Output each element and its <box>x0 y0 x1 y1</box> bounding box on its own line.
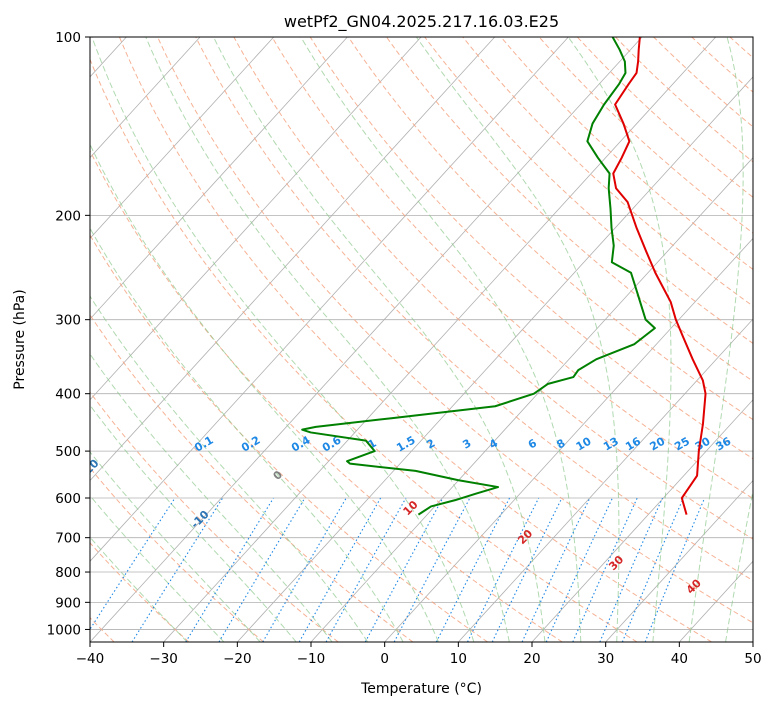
isotherm-line <box>605 479 753 642</box>
x-tick-label: −20 <box>223 651 252 667</box>
moist-adiabat <box>90 404 297 642</box>
dry-adiabat <box>576 37 753 198</box>
x-tick-label: −30 <box>149 651 178 667</box>
dry-adiabat <box>157 37 753 624</box>
dry-adiabat <box>233 37 753 540</box>
moist-adiabat <box>567 37 672 642</box>
isotherm-line <box>384 237 753 642</box>
x-tick-label: 40 <box>671 651 688 667</box>
isotherm-line <box>90 37 643 642</box>
y-tick-label: 100 <box>55 30 81 46</box>
dry-adiabat <box>90 314 414 642</box>
y-tick-label: 900 <box>55 595 81 611</box>
moist-adiabat <box>300 37 582 642</box>
y-tick-label: 200 <box>55 208 81 224</box>
profiles <box>301 37 707 516</box>
x-tick-label: 10 <box>450 651 467 667</box>
isotherm-line <box>237 76 753 642</box>
isotherm-line <box>90 37 569 562</box>
mixing-ratio-line <box>90 497 176 631</box>
x-axis-label: Temperature (°C) <box>360 681 482 697</box>
x-tick-label: 0 <box>380 651 389 667</box>
y-tick-label: 800 <box>55 565 81 581</box>
y-axis-label: Pressure (hPa) <box>12 289 28 389</box>
moist-adiabat <box>213 37 546 642</box>
y-tick-label: 500 <box>55 444 81 460</box>
dry-adiabat <box>462 37 753 307</box>
dry-adiabat <box>90 391 339 642</box>
moist-adiabat <box>91 37 475 642</box>
chart-title: wetPf2_GN04.2025.217.16.03.E25 <box>284 12 559 32</box>
isotherm-line <box>458 318 753 642</box>
x-tick-label: 20 <box>523 651 540 667</box>
moist-adiabat <box>90 143 439 642</box>
axis-ticks: −40 −30 −20 −10 0 10 20 30 40 50 100 200 300 400 500 60… <box>47 30 762 667</box>
moist-adiabat <box>90 295 369 642</box>
moist-adiabat <box>415 37 620 642</box>
moist-adiabat <box>90 494 225 642</box>
dry-adiabat <box>195 37 753 582</box>
dry-adiabat-label: -20 <box>78 456 101 479</box>
y-tick-label: 600 <box>55 491 81 507</box>
moist-adiabat <box>90 227 404 642</box>
mixing-ratio-line <box>325 497 407 642</box>
isotherm-line <box>90 37 422 401</box>
isotherm-line <box>90 37 348 320</box>
x-tick-label: 30 <box>597 651 614 667</box>
dry-adiabat <box>90 58 638 642</box>
isotherm-line <box>163 37 717 642</box>
isotherm-line <box>90 37 201 159</box>
moist-adiabat <box>145 37 510 642</box>
mixing-ratio-line <box>185 497 274 642</box>
dewpoint-profile <box>301 37 656 516</box>
moist-adiabat <box>90 451 261 642</box>
moist-adiabat <box>90 536 188 642</box>
mixing-ratio-line <box>131 497 224 642</box>
plot-frame <box>89 36 754 643</box>
isotherm-line <box>90 37 275 239</box>
mixing-ratio-line <box>467 497 540 642</box>
mixing-ratio-line <box>364 497 444 642</box>
mixing-ratio-line <box>435 497 511 642</box>
isotherm-line <box>531 399 753 642</box>
dry-adiabat <box>90 467 264 642</box>
dry-adiabat <box>538 37 753 234</box>
x-tick-label: −40 <box>76 651 105 667</box>
mixing-ratio-line <box>521 497 591 642</box>
x-tick-label: −10 <box>297 651 326 667</box>
dry-adiabat <box>118 37 712 642</box>
dry-adiabat <box>90 149 563 642</box>
mixing-ratio-line <box>491 497 563 642</box>
temperature-profile <box>612 37 707 515</box>
moist-adiabat <box>688 37 744 642</box>
isotherm-line <box>90 37 496 482</box>
dry-adiabat <box>615 37 753 163</box>
x-tick-label: 50 <box>744 651 761 667</box>
y-tick-label: 400 <box>55 387 81 403</box>
y-tick-label: 300 <box>55 313 81 329</box>
y-tick-label: 1000 <box>47 622 81 638</box>
y-tick-label: 700 <box>55 531 81 547</box>
mixing-ratio-line <box>393 497 471 642</box>
dry-adiabat <box>386 37 753 382</box>
